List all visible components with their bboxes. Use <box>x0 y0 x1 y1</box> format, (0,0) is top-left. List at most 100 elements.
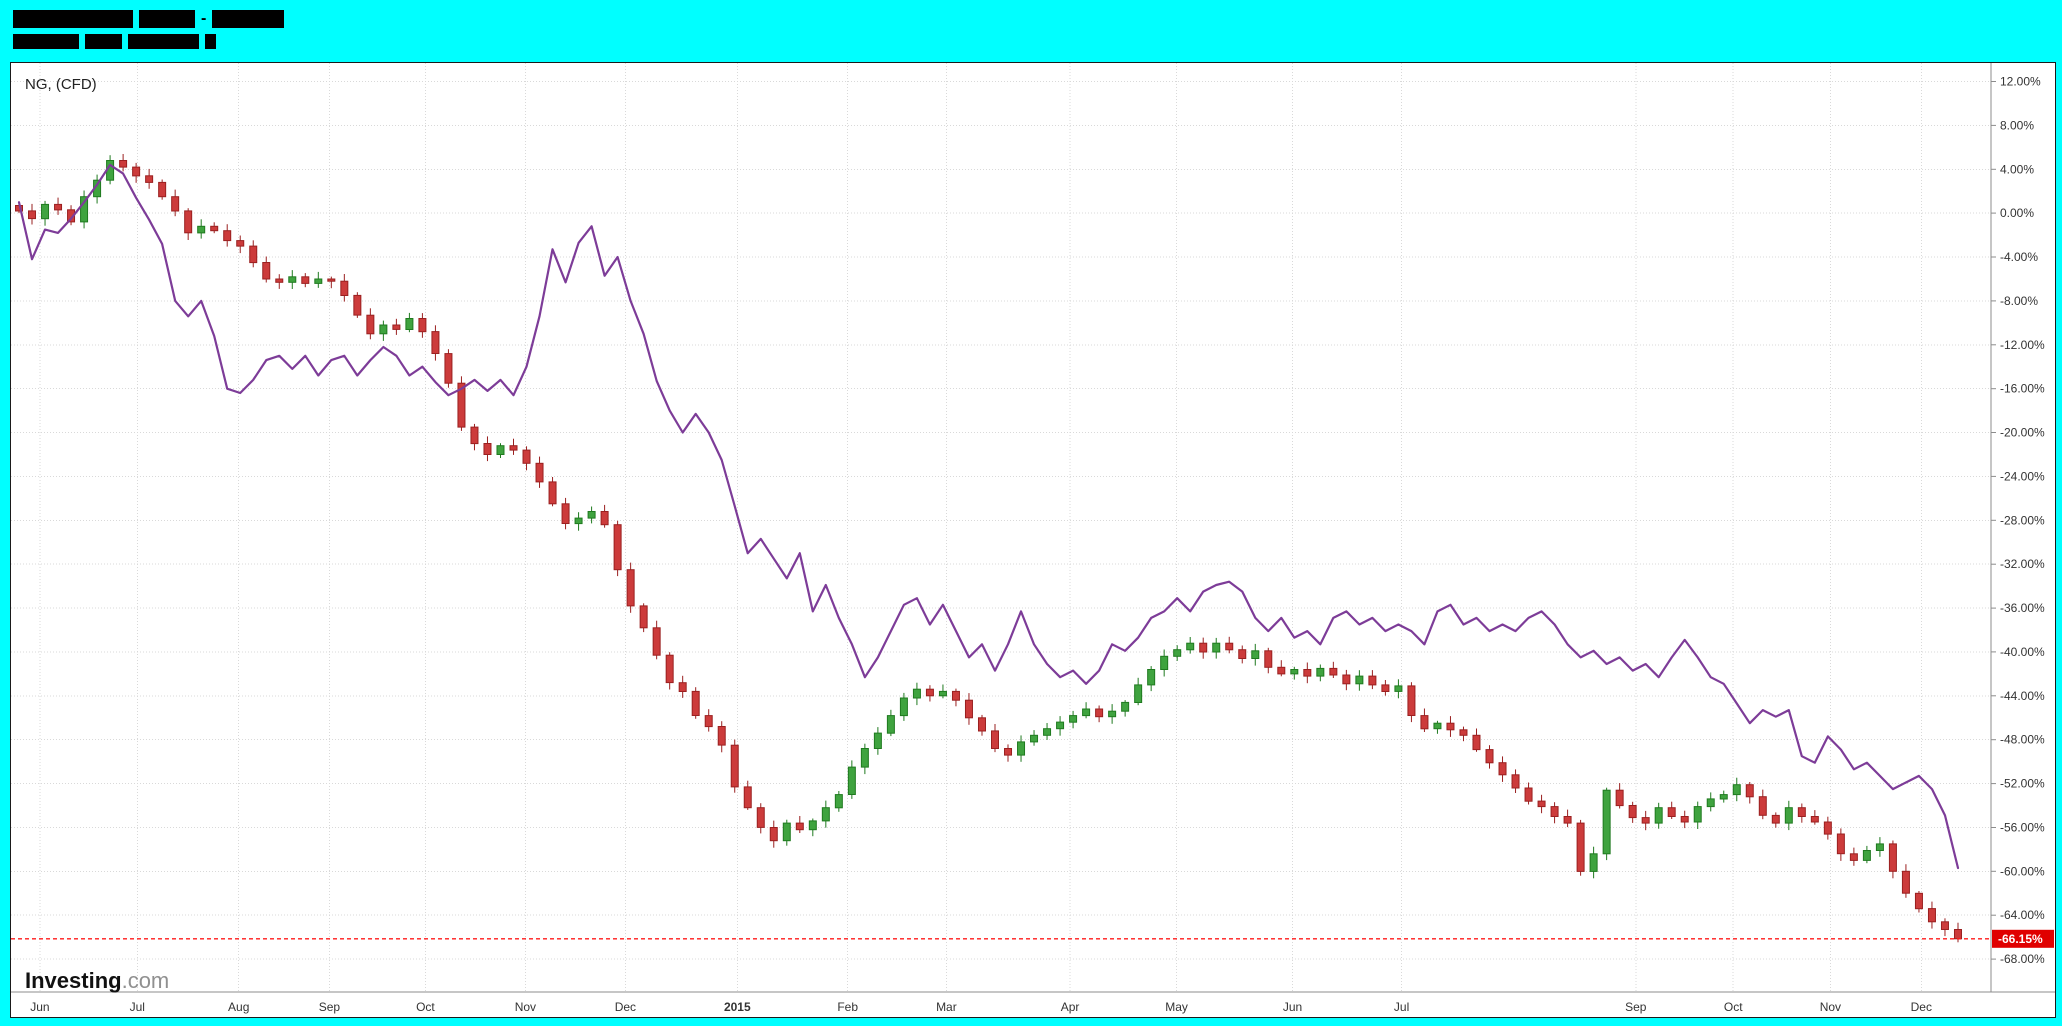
candle-body <box>314 278 323 284</box>
candle-body <box>1849 853 1858 861</box>
y-axis-label: -52.00% <box>2000 777 2045 791</box>
candle-body <box>795 822 804 831</box>
redacted-text-bar <box>13 10 133 28</box>
candle-body <box>1602 789 1611 855</box>
x-axis-label: 2015 <box>724 1000 751 1014</box>
candle-body <box>1368 675 1377 686</box>
x-axis-label: Jul <box>1394 1000 1409 1014</box>
candle-body <box>1745 784 1754 798</box>
y-axis-label: -48.00% <box>2000 733 2045 747</box>
candle-body <box>730 744 739 788</box>
candle-body <box>574 517 583 525</box>
candle-body <box>1290 669 1299 675</box>
candle-body <box>171 196 180 212</box>
candle-body <box>1875 843 1884 852</box>
candle-body <box>80 196 89 223</box>
candle-body <box>275 278 284 283</box>
price-chart[interactable]: 12.00% 8.00% 4.00% 0.00% -4.00% -8.00% -12.00%… <box>11 63 2055 1017</box>
candle-body <box>782 822 791 842</box>
candle-body <box>1394 685 1403 692</box>
y-axis-label: -60.00% <box>2000 864 2045 878</box>
candle-body <box>626 569 635 607</box>
candle-body <box>743 786 752 809</box>
candle-body <box>704 715 713 728</box>
candle-body <box>1160 655 1169 670</box>
candle-body <box>1381 684 1390 693</box>
candle-body <box>847 766 856 795</box>
candle-body <box>1771 814 1780 824</box>
candle-body <box>197 225 206 234</box>
x-axis-label: Dec <box>615 1000 636 1014</box>
candle-body <box>28 210 37 220</box>
candle-body <box>327 278 336 282</box>
candle-body <box>1108 710 1117 718</box>
candle-body <box>1654 807 1663 824</box>
candle-body <box>249 245 258 264</box>
y-axis-label: -68.00% <box>2000 952 2045 966</box>
candle-body <box>366 314 375 335</box>
candle-body <box>1043 728 1052 736</box>
candle-body <box>119 160 128 168</box>
candle-body <box>1030 734 1039 743</box>
candle-body <box>444 353 453 384</box>
candle-body <box>1238 649 1247 660</box>
candle-body <box>418 318 427 333</box>
candle-body <box>353 294 362 316</box>
candle-body <box>600 511 609 526</box>
redacted-text-bar <box>139 10 195 28</box>
candle-body <box>1576 822 1585 872</box>
candle-body <box>587 511 596 519</box>
candle-body <box>1888 843 1897 872</box>
candle-body <box>1433 722 1442 730</box>
redacted-text-bar <box>212 10 285 28</box>
candle-body <box>613 524 622 571</box>
candle-body <box>301 276 310 284</box>
x-axis-label: Sep <box>319 1000 341 1014</box>
candle-body <box>1056 721 1065 730</box>
candle-body <box>1615 789 1624 807</box>
candle-body <box>1407 685 1416 717</box>
redacted-line-2 <box>13 34 2062 49</box>
candle-body <box>1693 806 1702 823</box>
candle-body <box>912 688 921 699</box>
x-axis-label: Mar <box>936 1000 957 1014</box>
y-axis-label: -12.00% <box>2000 338 2045 352</box>
candle-body <box>1199 642 1208 653</box>
candle-body <box>678 682 687 693</box>
candle-body <box>1550 806 1559 817</box>
candle-body <box>886 715 895 734</box>
candle-body <box>938 690 947 697</box>
data-layer: -66.15% <box>11 154 2054 948</box>
candle-body <box>483 443 492 455</box>
candle-body <box>1342 674 1351 685</box>
candle-body <box>392 324 401 330</box>
y-axis-label: -8.00% <box>2000 294 2038 308</box>
overlay-line <box>17 163 1960 870</box>
candle-body <box>1823 821 1832 835</box>
candle-body <box>899 697 908 717</box>
candle-body <box>964 699 973 719</box>
candle-body <box>1498 762 1507 776</box>
x-axis-label: Apr <box>1061 1000 1080 1014</box>
candle-body <box>665 654 674 684</box>
candle-body <box>873 732 882 749</box>
candle-body <box>340 280 349 296</box>
candle-body <box>1953 929 1962 940</box>
candle-body <box>1134 684 1143 704</box>
candle-body <box>756 807 765 828</box>
y-axis-label: 12.00% <box>2000 75 2041 89</box>
candle-body <box>691 690 700 717</box>
candle-body <box>1524 787 1533 802</box>
candle-body <box>236 240 245 247</box>
candle-body <box>991 730 999 750</box>
candle-body <box>769 827 778 842</box>
redacted-text-bar <box>85 34 122 49</box>
grid-layer: 12.00% 8.00% 4.00% 0.00% -4.00% -8.00% -12.00%… <box>11 63 2055 1014</box>
y-axis-label: -44.00% <box>2000 689 2045 703</box>
y-axis-label: 0.00% <box>2000 206 2034 220</box>
candle-body <box>717 726 726 746</box>
candle-body <box>1121 701 1130 712</box>
candle-body <box>1485 749 1494 764</box>
candle-body <box>1303 669 1312 677</box>
candle-body <box>1732 784 1741 796</box>
